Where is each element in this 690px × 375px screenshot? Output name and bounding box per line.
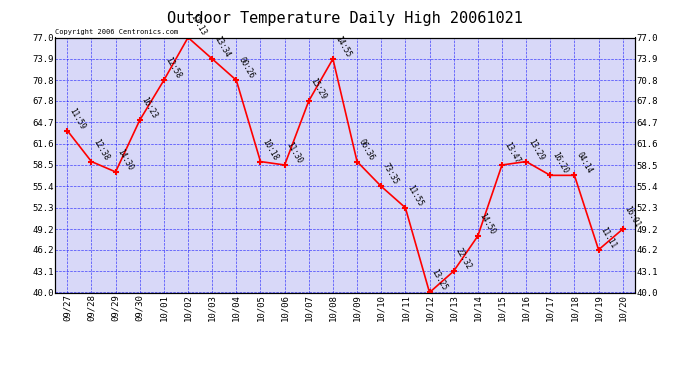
- Text: 13:25: 13:25: [429, 268, 449, 292]
- Text: 17:13: 17:13: [188, 13, 208, 38]
- Text: 13:34: 13:34: [212, 34, 232, 59]
- Text: 16:23: 16:23: [139, 96, 159, 120]
- Text: Outdoor Temperature Daily High 20061021: Outdoor Temperature Daily High 20061021: [167, 11, 523, 26]
- Text: Copyright 2006 Centronics.com: Copyright 2006 Centronics.com: [55, 29, 179, 35]
- Text: 06:36: 06:36: [357, 137, 377, 162]
- Text: 73:35: 73:35: [381, 162, 401, 186]
- Text: 11:55: 11:55: [405, 183, 425, 208]
- Text: 22:32: 22:32: [453, 247, 473, 271]
- Text: 12:38: 12:38: [91, 137, 111, 162]
- Text: 10:18: 10:18: [260, 137, 280, 162]
- Text: 15:29: 15:29: [308, 76, 328, 101]
- Text: 11:30: 11:30: [284, 141, 304, 165]
- Text: 14:50: 14:50: [477, 211, 497, 236]
- Text: 11:59: 11:59: [68, 106, 87, 130]
- Text: 16:01: 16:01: [622, 205, 642, 229]
- Text: 00:26: 00:26: [236, 56, 256, 80]
- Text: 12:58: 12:58: [164, 56, 184, 80]
- Text: 13:29: 13:29: [526, 137, 546, 162]
- Text: 16:20: 16:20: [550, 151, 570, 176]
- Text: 14:30: 14:30: [115, 147, 135, 172]
- Text: 14:55: 14:55: [333, 34, 353, 59]
- Text: 11:11: 11:11: [598, 225, 618, 250]
- Text: 04:14: 04:14: [574, 151, 594, 176]
- Text: 13:47: 13:47: [502, 141, 522, 165]
